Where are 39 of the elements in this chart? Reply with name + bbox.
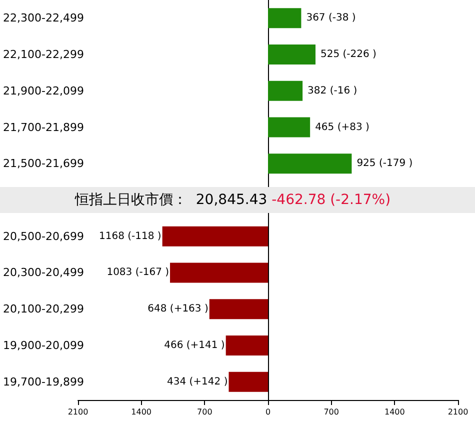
x-tick-label: 700 — [324, 408, 339, 416]
x-tick-label: 0 — [265, 408, 271, 416]
data-label: 925 (-179 ) — [356, 158, 413, 170]
data-label: 465 (+83 ) — [315, 122, 370, 133]
bar — [268, 154, 352, 174]
y-tick-label: 21,500-21,699 — [3, 157, 84, 170]
annotation: 恒指上日收市價： 20,845.43 — [75, 192, 268, 208]
bar — [268, 117, 310, 138]
bar — [268, 44, 316, 65]
x-tick-label: 700 — [197, 408, 212, 416]
annotation: -462.78 (-2.17%) — [270, 192, 391, 208]
y-tick-label: 20,500-20,699 — [3, 230, 84, 243]
data-label: 1168 (-118 ) — [99, 230, 162, 242]
bar — [170, 262, 268, 283]
data-label: 434 (+142 ) — [167, 376, 228, 388]
bar — [162, 226, 268, 246]
x-tick-label: 2100 — [68, 408, 88, 416]
bar — [209, 299, 268, 320]
bar — [268, 80, 303, 101]
x-tick-label: 1400 — [384, 408, 405, 416]
y-tick-label: 19,900-20,099 — [3, 338, 84, 352]
bar — [268, 8, 302, 28]
data-label: 367 (-38 ) — [306, 12, 356, 24]
data-label: 525 (-226 ) — [320, 49, 377, 60]
y-tick-label: 19,700-19,899 — [3, 375, 84, 388]
bar — [228, 372, 268, 392]
data-label: 648 (+163 ) — [148, 304, 208, 315]
x-tick-label: 1400 — [131, 408, 152, 416]
data-label: 382 (-16 ) — [308, 85, 358, 96]
y-tick-label: 22,100-22,299 — [3, 48, 84, 62]
y-tick-label: 20,300-20,499 — [3, 266, 84, 280]
y-tick-label: 20,100-20,299 — [3, 302, 84, 316]
x-tick-label: 2100 — [448, 408, 468, 416]
y-tick-label: 22,300-22,499 — [3, 12, 84, 25]
bar — [226, 335, 268, 356]
y-tick-label: 21,700-21,899 — [3, 120, 84, 134]
data-label: 1083 (-167 ) — [106, 267, 170, 278]
data-label: 466 (+141 ) — [164, 340, 225, 351]
y-tick-label: 21,900-22,099 — [3, 84, 84, 98]
